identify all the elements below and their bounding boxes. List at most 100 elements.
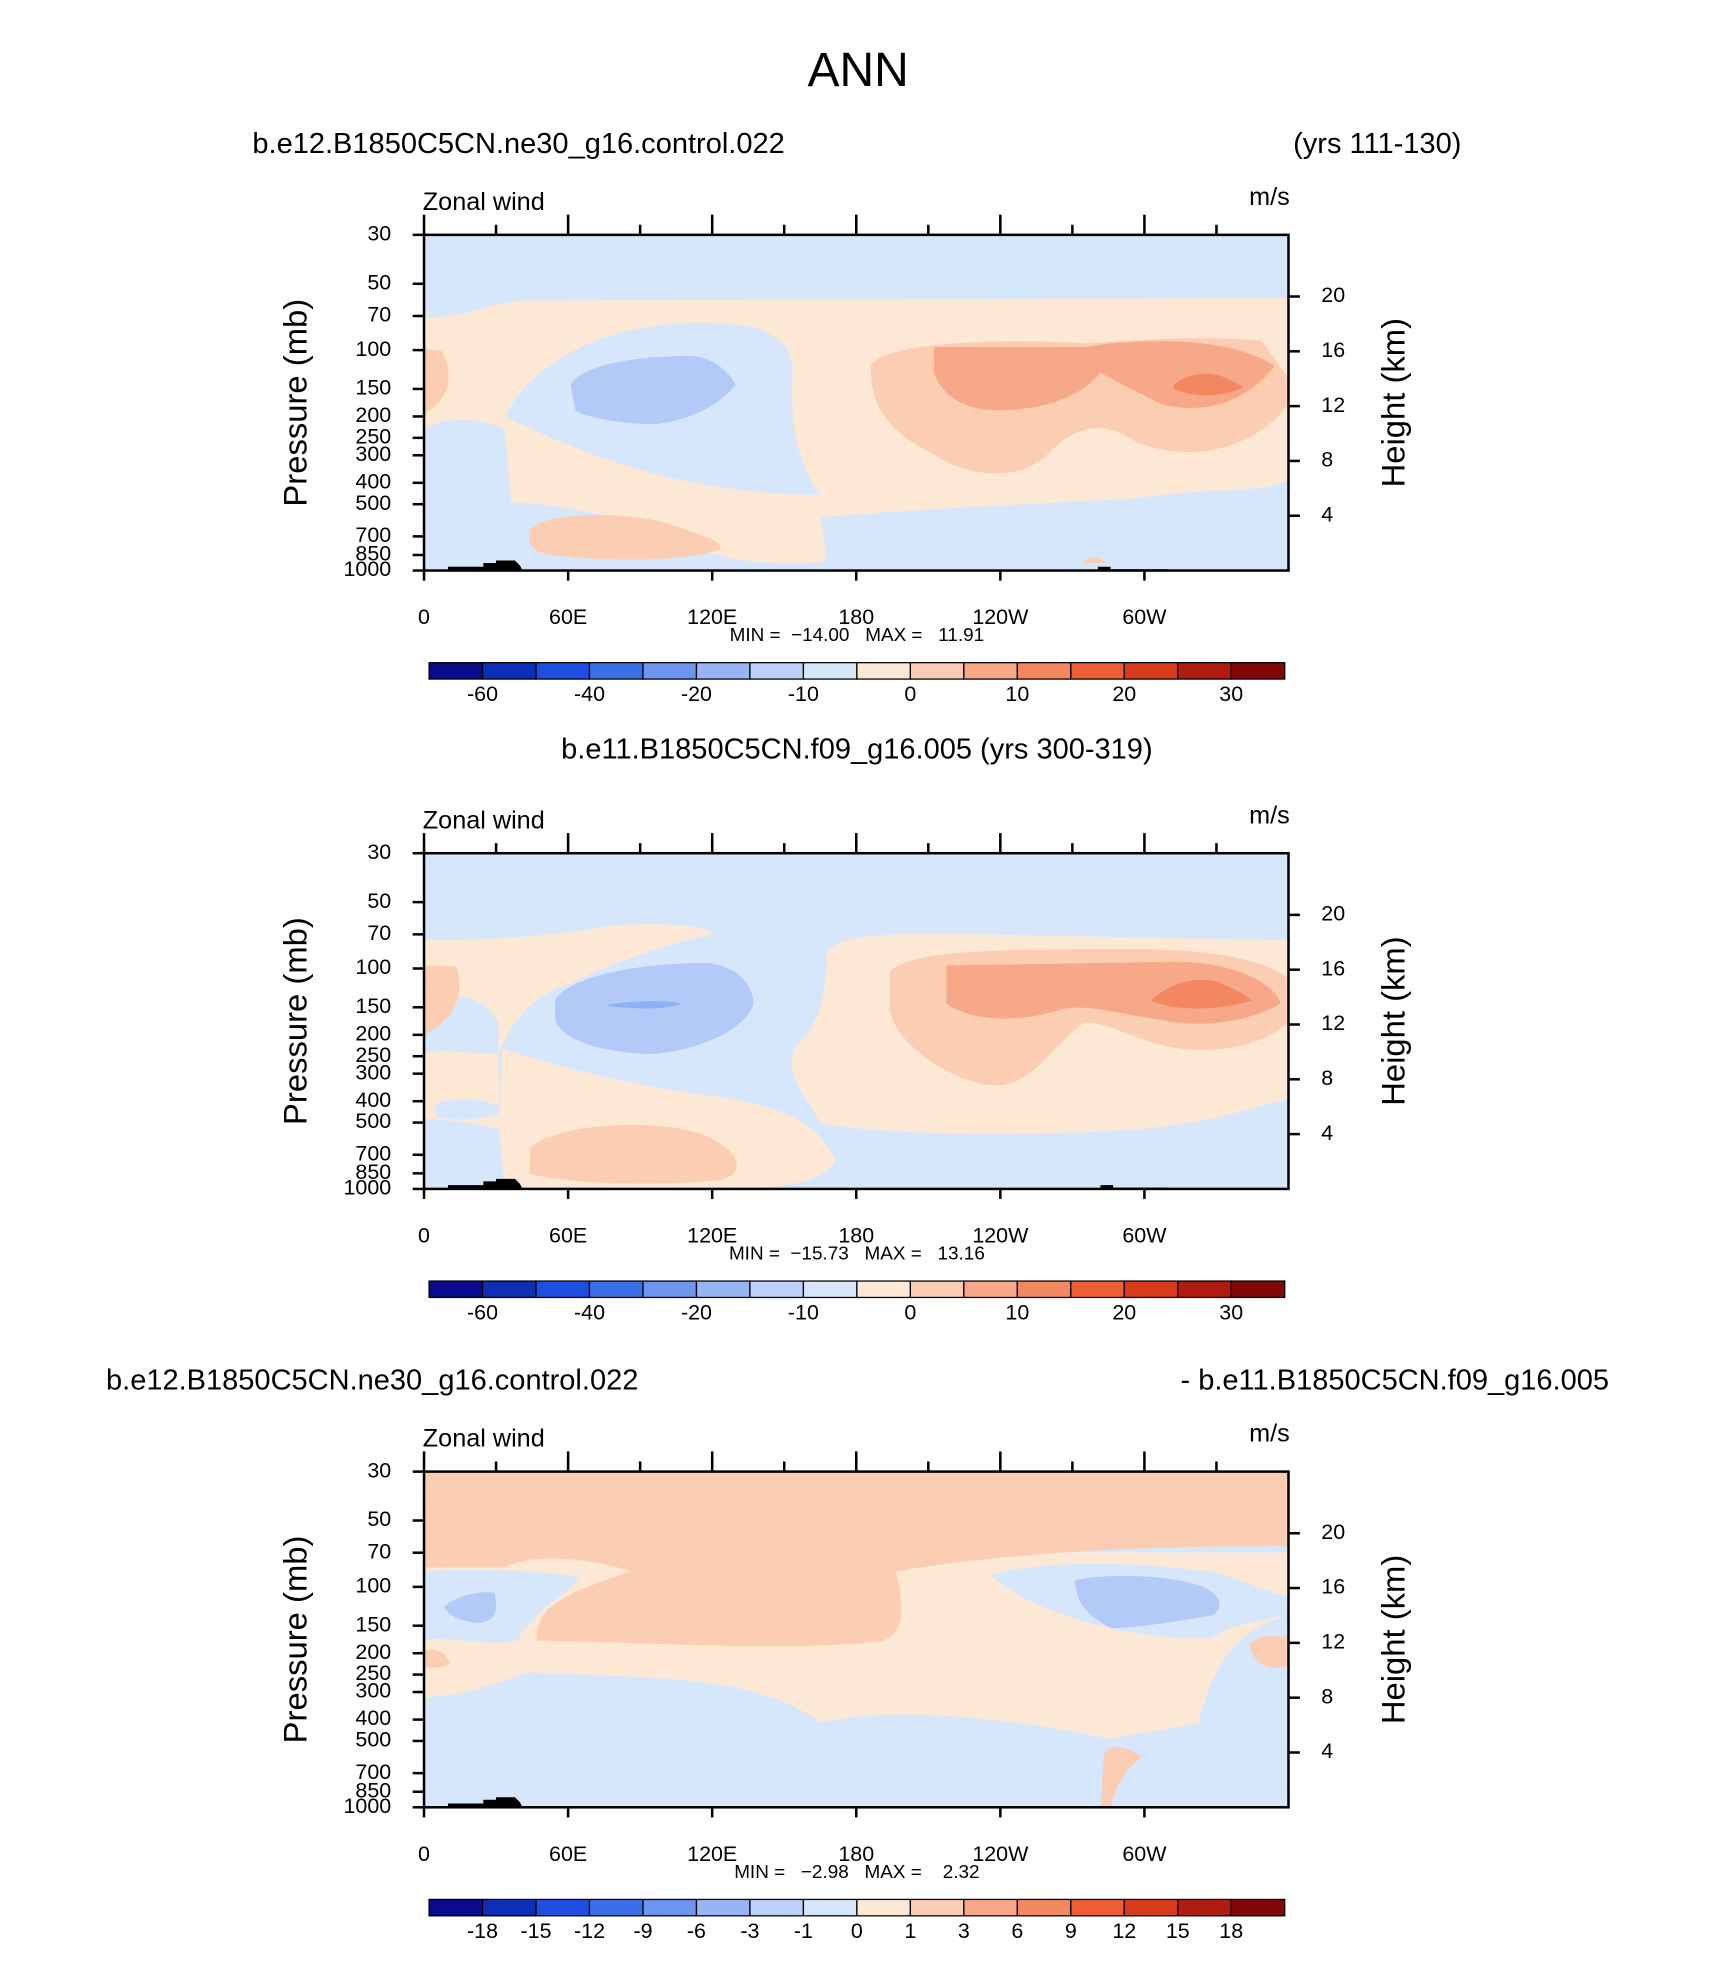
colorbar-box: [1230, 1280, 1286, 1299]
min-max-label: MIN = −14.00 MAX = 11.91: [730, 625, 985, 646]
y-tick-label: 400: [355, 1088, 391, 1112]
x-tick-label: 60E: [549, 1224, 587, 1248]
colorbar-box: [802, 1898, 858, 1917]
panel: b.e11.B1850C5CN.f09_g16.005 (yrs 300-319…: [277, 734, 1412, 1325]
colorbar-label: -12: [574, 1919, 605, 1943]
x-tick-label: 60W: [1122, 605, 1167, 629]
y-tick-label: 30: [367, 1458, 391, 1482]
y-tick-label: 30: [367, 222, 391, 246]
colorbar-box: [481, 1280, 537, 1299]
colorbar-label: 15: [1166, 1919, 1190, 1943]
units-label: m/s: [1249, 1420, 1290, 1448]
colorbar-label: 6: [1011, 1919, 1023, 1943]
y-tick-label: 200: [355, 1022, 391, 1046]
colorbar-box: [1016, 1280, 1072, 1299]
y-tick-label: 850: [355, 1160, 391, 1184]
x-tick-label: 120W: [972, 1224, 1029, 1248]
x-tick-label: 60E: [549, 605, 587, 629]
colorbar-box: [1177, 1280, 1232, 1299]
panel: b.e12.B1850C5CN.ne30_g16.control.022 (yrs…: [252, 128, 1461, 706]
y-tick-label: 700: [355, 1760, 391, 1784]
colorbar-label: -40: [574, 682, 605, 706]
colorbar-label: -20: [681, 682, 712, 706]
colorbar-box: [535, 662, 591, 680]
colorbar-box: [1070, 1898, 1125, 1917]
colorbar-label: 18: [1219, 1919, 1243, 1943]
x-tick-label: 120W: [972, 1842, 1029, 1866]
contour-field: [424, 853, 1289, 1189]
x-tick-label: 120W: [972, 605, 1029, 629]
y2-axis-label: Height (km): [1374, 318, 1411, 487]
colorbar-label: -40: [574, 1301, 605, 1325]
colorbar-box: [963, 1898, 1018, 1917]
colorbar-label: 20: [1112, 682, 1136, 706]
colorbar-label: 0: [904, 1301, 916, 1325]
x-tick-label: 0: [418, 605, 430, 629]
colorbar-box: [1123, 1898, 1179, 1917]
y2-tick-label: 8: [1321, 1066, 1333, 1090]
panel-title: b.e11.B1850C5CN.f09_g16.005 (yrs 300-319…: [561, 734, 1152, 766]
y-tick-label: 500: [355, 1728, 391, 1752]
y2-axis-label: Height (km): [1374, 936, 1411, 1105]
colorbar-label: 20: [1112, 1301, 1136, 1325]
colorbar-box: [588, 1280, 644, 1299]
y2-tick-label: 4: [1321, 1121, 1333, 1145]
colorbar-label: -15: [521, 1919, 552, 1943]
x-tick-label: 120E: [687, 605, 737, 629]
variable-label: Zonal wind: [423, 1425, 545, 1453]
x-tick-label: 0: [418, 1842, 430, 1866]
variable-label: Zonal wind: [423, 806, 545, 834]
y-axis-label: Pressure (mb): [277, 1536, 314, 1744]
y-tick-label: 100: [355, 337, 391, 361]
colorbar-box: [1177, 662, 1232, 680]
colorbar-label: 30: [1219, 682, 1243, 706]
y2-tick-label: 20: [1321, 283, 1345, 307]
y-tick-label: 150: [355, 1612, 391, 1636]
y-tick-label: 150: [355, 994, 391, 1018]
y-tick-label: 1000: [344, 1794, 392, 1818]
colorbar-box: [695, 1280, 751, 1299]
panel-title-right: (yrs 111-130): [1293, 128, 1461, 160]
y-tick-label: 150: [355, 376, 391, 400]
y-tick-label: 850: [355, 542, 391, 566]
colorbar-label: -1: [794, 1919, 813, 1943]
y-tick-label: 300: [355, 1060, 391, 1084]
y-tick-label: 300: [355, 1679, 391, 1703]
units-label: m/s: [1249, 801, 1290, 829]
y-tick-label: 250: [355, 1043, 391, 1067]
page-title: ANN: [808, 44, 909, 97]
y2-tick-label: 4: [1321, 502, 1333, 526]
x-tick-label: 180: [838, 1224, 874, 1248]
panel: b.e12.B1850C5CN.ne30_g16.control.022 - b.…: [106, 1365, 1609, 1943]
colorbar-label: -20: [681, 1301, 712, 1325]
colorbar-box: [428, 1898, 484, 1917]
colorbar-label: 30: [1219, 1301, 1243, 1325]
y-tick-label: 700: [355, 523, 391, 547]
y-tick-label: 400: [355, 1706, 391, 1730]
colorbar-box: [963, 662, 1018, 680]
y-tick-label: 500: [355, 491, 391, 515]
x-tick-label: 120E: [687, 1224, 737, 1248]
y2-tick-label: 20: [1321, 1520, 1345, 1544]
y-tick-label: 200: [355, 403, 391, 427]
colorbar-box: [535, 1898, 591, 1917]
y-tick-label: 50: [367, 889, 391, 913]
contour-field: [424, 1471, 1289, 1808]
y-tick-label: 70: [367, 921, 391, 945]
colorbar-box: [909, 1898, 965, 1917]
y2-tick-label: 16: [1321, 1575, 1345, 1599]
colorbar-box: [642, 1280, 698, 1299]
colorbar-box: [802, 1280, 858, 1299]
y-tick-label: 500: [355, 1109, 391, 1133]
y-tick-label: 200: [355, 1640, 391, 1664]
y-tick-label: 1000: [344, 557, 392, 581]
panel-title-left: b.e12.B1850C5CN.ne30_g16.control.022: [252, 128, 784, 160]
panel-title-right: - b.e11.B1850C5CN.f09_g16.005: [1180, 1365, 1609, 1397]
min-max-label: MIN = −15.73 MAX = 13.16: [729, 1244, 985, 1265]
colorbar-box: [588, 662, 644, 680]
y2-tick-label: 16: [1321, 338, 1345, 362]
colorbar-label: 9: [1065, 1919, 1077, 1943]
y2-axis-label: Height (km): [1374, 1555, 1411, 1724]
x-tick-label: 60W: [1122, 1842, 1167, 1866]
